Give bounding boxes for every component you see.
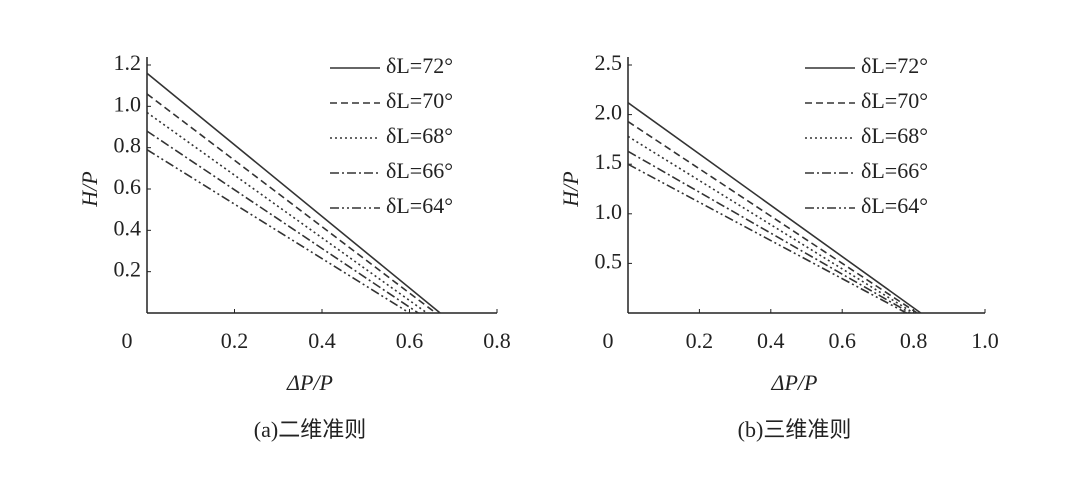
legend-label: δL=72° — [861, 53, 928, 78]
legend-label: δL=68° — [386, 123, 453, 148]
x-tick-label: 0 — [603, 328, 614, 353]
y-tick-label: 2.0 — [595, 100, 623, 125]
legend-label: δL=66° — [861, 158, 928, 183]
caption: (b)三维准则 — [738, 417, 852, 442]
x-tick-label: 0 — [122, 328, 133, 353]
legend-label: δL=72° — [386, 53, 453, 78]
caption: (a)二维准则 — [254, 417, 366, 442]
y-tick-label: 0.2 — [114, 257, 142, 282]
data-line — [627, 102, 922, 314]
data-line — [627, 120, 918, 314]
legend-label: δL=64° — [386, 193, 453, 218]
x-tick-label: 1.0 — [971, 328, 999, 353]
data-line — [627, 150, 911, 314]
legend-label: δL=68° — [861, 123, 928, 148]
x-tick-label: 0.4 — [308, 328, 336, 353]
data-line — [627, 163, 907, 314]
y-axis-label: H/P — [558, 171, 583, 207]
y-tick-label: 2.5 — [595, 50, 623, 75]
data-line — [627, 135, 915, 314]
x-tick-label: 0.6 — [828, 328, 856, 353]
y-tick-label: 0.5 — [595, 248, 623, 273]
x-tick-label: 0.8 — [483, 328, 511, 353]
data-line — [146, 72, 441, 314]
y-tick-label: 0.4 — [114, 215, 142, 240]
x-tick-label: 0.2 — [686, 328, 714, 353]
legend-label: δL=70° — [861, 88, 928, 113]
x-tick-label: 0.8 — [900, 328, 928, 353]
data-line — [146, 130, 419, 314]
legend-label: δL=66° — [386, 158, 453, 183]
x-tick-label: 0.6 — [396, 328, 424, 353]
x-axis-label: ΔP/P — [771, 370, 818, 395]
data-line — [146, 111, 428, 314]
y-tick-label: 1.0 — [595, 199, 623, 224]
x-tick-label: 0.4 — [757, 328, 785, 353]
y-axis-label: H/P — [77, 171, 102, 207]
legend-label: δL=70° — [386, 88, 453, 113]
x-axis-label: ΔP/P — [286, 370, 333, 395]
y-tick-label: 1.0 — [114, 91, 142, 116]
y-tick-label: 1.5 — [595, 149, 623, 174]
legend-label: δL=64° — [861, 193, 928, 218]
data-line — [146, 149, 410, 314]
data-line — [146, 93, 437, 314]
y-tick-label: 0.6 — [114, 174, 142, 199]
x-tick-label: 0.2 — [221, 328, 249, 353]
y-tick-label: 0.8 — [114, 133, 142, 158]
y-tick-label: 1.2 — [114, 50, 142, 75]
